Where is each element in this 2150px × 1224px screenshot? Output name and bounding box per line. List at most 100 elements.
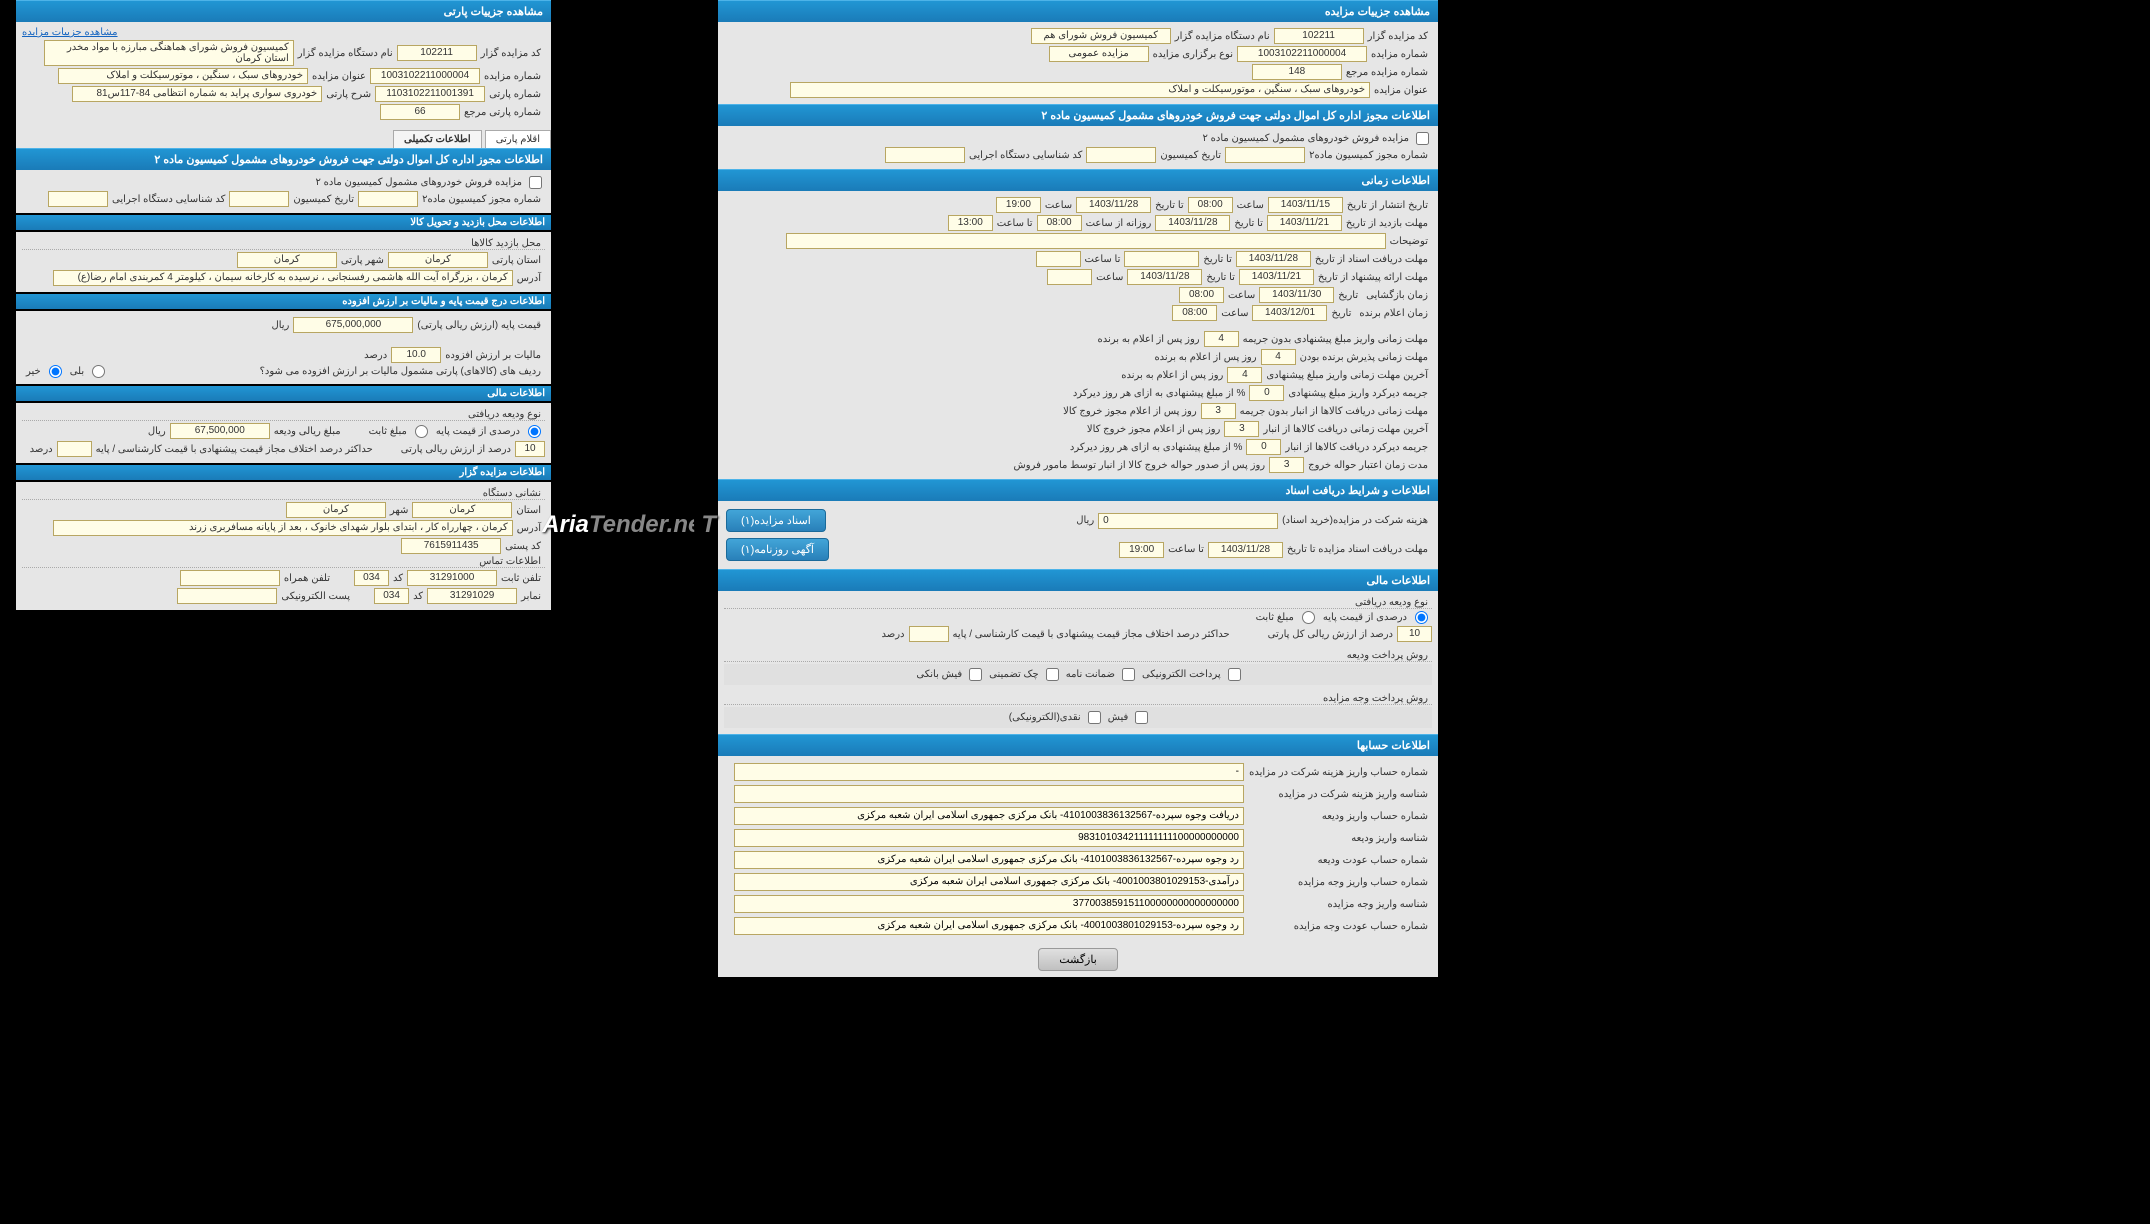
label: روز پس از اعلام مجوز خروج کالا — [1063, 406, 1197, 417]
permit-header: اطلاعات مجوز اداره کل اموال دولتی جهت فر… — [16, 148, 551, 170]
deposit-fixed-radio[interactable] — [415, 425, 428, 438]
doc-deadline-from: 1403/11/28 — [1236, 251, 1311, 267]
cash-electronic-chk[interactable] — [1088, 711, 1101, 724]
label: مهلت زمانی پذیرش برنده بودن — [1300, 352, 1428, 363]
deposit-refund-account: رد وجوه سپرده-4101003836132567- بانک مرک… — [734, 851, 1244, 869]
label: ریال — [1076, 515, 1094, 526]
label: درصد از ارزش ریالی کل پارتی — [1268, 629, 1393, 640]
label: محل بازدید کالاها — [471, 238, 541, 249]
commission-checkbox[interactable] — [1416, 132, 1429, 145]
label: خیر — [26, 366, 41, 377]
fax-code: 034 — [374, 588, 409, 604]
financial-header: اطلاعات مالی — [718, 569, 1438, 591]
guarantee-chk[interactable] — [1122, 668, 1135, 681]
label: کد شناسایی دستگاه اجرایی — [112, 194, 225, 205]
deposit-percent-radio[interactable] — [1415, 611, 1428, 624]
label: مزایده فروش خودروهای مشمول کمیسیون ماده … — [315, 177, 522, 188]
lot-city: کرمان — [237, 252, 337, 268]
org-city: کرمان — [286, 502, 386, 518]
view-auction-link[interactable]: مشاهده جزییات مزایده — [22, 27, 118, 38]
auction-details-panel: مشاهده جزییات مزایده کد مزایده گزار 1022… — [718, 0, 1438, 977]
label: پست الکترونیکی — [281, 591, 350, 602]
lot-number: 1103102211001391 — [375, 86, 485, 102]
doc-deadline-to — [1124, 251, 1199, 267]
label: مهلت دریافت اسناد از تاریخ — [1315, 254, 1428, 265]
label: استان پارتی — [492, 255, 541, 266]
electronic-payment-chk[interactable] — [1228, 668, 1241, 681]
phone-code: 034 — [354, 570, 389, 586]
final-pickup-deadline: 3 — [1224, 421, 1259, 437]
publish-to-date: 1403/11/28 — [1076, 197, 1151, 213]
participation-fee: 0 — [1098, 513, 1278, 529]
label: قیمت پایه (ارزش ریالی پارتی) — [417, 320, 541, 331]
exec-org-code — [48, 191, 108, 207]
label: شماره حساب عودت وجه مزایده — [1248, 921, 1428, 932]
label: نام دستگاه مزایده گزار — [298, 48, 393, 59]
label: فیش بانکی — [916, 669, 962, 680]
label: شماره حساب واریز ودیعه — [1248, 811, 1428, 822]
phone: 31291000 — [407, 570, 497, 586]
label: مهلت دریافت اسناد مزایده تا تاریخ — [1287, 544, 1428, 555]
bank-receipt-chk[interactable] — [969, 668, 982, 681]
lot-details-panel: مشاهده جزییات پارتی مشاهده جزییات مزایده… — [16, 0, 551, 610]
label: درصد از ارزش ریالی پارتی — [401, 444, 511, 455]
label: کد — [393, 573, 403, 584]
final-deposit-deadline: 4 — [1227, 367, 1262, 383]
label: ریال — [148, 426, 166, 437]
late-pickup-penalty: 0 — [1246, 439, 1281, 455]
deposit-percent: 10 — [515, 441, 545, 457]
label: آخرین مهلت زمانی واریز مبلغ پیشنهادی — [1266, 370, 1428, 381]
financial-header: اطلاعات مالی — [16, 386, 551, 401]
deposit-amount: 67,500,000 — [170, 423, 270, 439]
additional-info-tab[interactable]: اطلاعات تکمیلی — [393, 130, 482, 148]
commission-checkbox[interactable] — [529, 176, 542, 189]
label: آدرس — [517, 523, 541, 534]
newspaper-ad-button[interactable]: آگهی روزنامه(۱) — [726, 538, 829, 561]
label: تاریخ — [1331, 308, 1351, 319]
back-button[interactable]: بازگشت — [1038, 948, 1118, 971]
label: شماره حساب عودت ودیعه — [1248, 855, 1428, 866]
visit-delivery-header: اطلاعات محل بازدید و تحویل کالا — [16, 215, 551, 230]
deposit-percent-radio[interactable] — [528, 425, 541, 438]
lot-items-tab[interactable]: اقلام پارتی — [485, 130, 551, 148]
label: آخرین مهلت زمانی دریافت کالاها از انبار — [1263, 424, 1428, 435]
visit-address: کرمان ، بزرگراه آیت الله هاشمی رفسنجانی … — [53, 270, 513, 286]
label: کد مزایده گزار — [481, 48, 541, 59]
payment-methods: فیش نقدی(الکترونیکی) — [724, 707, 1432, 728]
label: مهلت ارائه پیشنهاد از تاریخ — [1318, 272, 1428, 283]
vat-yes-radio[interactable] — [92, 365, 105, 378]
label: کد — [413, 591, 423, 602]
lot-province: کرمان — [388, 252, 488, 268]
proposal-to: 1403/11/28 — [1127, 269, 1202, 285]
label: حداکثر درصد اختلاف مجاز قیمت پیشنهادی با… — [96, 444, 373, 455]
cheque-chk[interactable] — [1046, 668, 1059, 681]
label: عنوان مزایده — [312, 71, 366, 82]
receipt-chk[interactable] — [1135, 711, 1148, 724]
accounts-header: اطلاعات حسابها — [718, 734, 1438, 756]
commission-date — [229, 191, 289, 207]
auction-refund-account: رد وجوه سپرده-4001003801029153- بانک مرک… — [734, 917, 1244, 935]
label: پرداخت الکترونیکی — [1142, 669, 1221, 680]
label: مبلغ ثابت — [1256, 612, 1294, 623]
auction-docs-button[interactable]: اسناد مزایده(۱) — [726, 509, 826, 532]
label: ردیف های (کالاهای) پارتی مشمول مالیات بر… — [260, 366, 541, 377]
label: استان — [516, 505, 541, 516]
vat-no-radio[interactable] — [49, 365, 62, 378]
label: تا ساعت — [1168, 544, 1204, 555]
fax: 31291029 — [427, 588, 517, 604]
label: نوع ودیعه دریافتی — [1355, 597, 1428, 608]
auctioneer-code: 102211 — [397, 45, 477, 61]
label: تلفن ثابت — [501, 573, 541, 584]
label: ریال — [271, 320, 289, 331]
auction-number: 1003102211000004 — [370, 68, 480, 84]
visit-to-date: 1403/11/28 — [1155, 215, 1230, 231]
logo-text: AriaTender.neT — [542, 511, 716, 539]
label: درصد — [881, 629, 904, 640]
deposit-fixed-radio[interactable] — [1302, 611, 1315, 624]
label: شناسه واریز هزینه شرکت در مزایده — [1248, 789, 1428, 800]
auction-header: مشاهده جزییات مزایده — [718, 0, 1438, 22]
visit-from-time: 08:00 — [1037, 215, 1082, 231]
email — [177, 588, 277, 604]
label: حداکثر درصد اختلاف مجاز قیمت پیشنهادی با… — [953, 629, 1230, 640]
lot-header: مشاهده جزییات پارتی — [16, 0, 551, 22]
